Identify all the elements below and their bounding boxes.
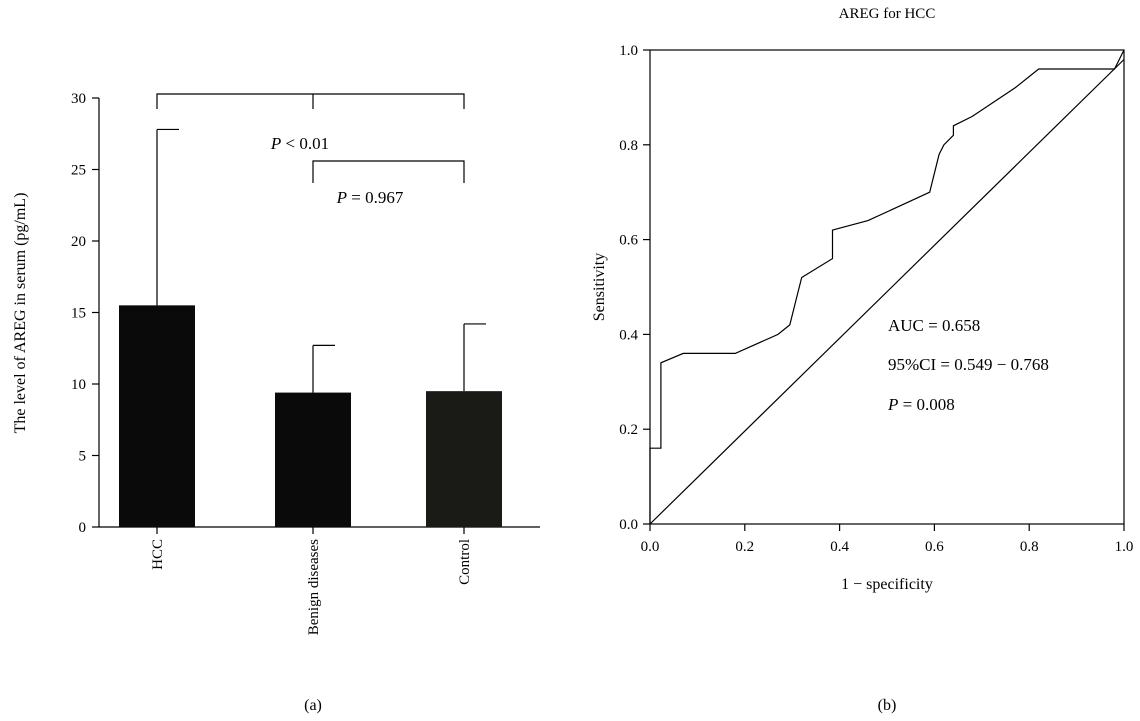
y-tick-label: 0.6	[619, 233, 638, 249]
roc-curve	[649, 49, 1125, 524]
y-tick-label: 15	[71, 306, 86, 322]
p-value-annotation: P = 0.967	[336, 188, 404, 207]
y-tick-label: 20	[71, 234, 86, 250]
x-tick-label: 0.4	[830, 539, 849, 555]
panel-b-title: AREG for HCC	[839, 6, 936, 22]
x-tick-label: 0.0	[641, 539, 660, 555]
panel-a-ylabel: The level of AREG in serum (pg/mL)	[12, 193, 29, 434]
bar	[426, 391, 502, 527]
panel-a-label: (a)	[304, 697, 322, 714]
panel-b-xlabel: 1 − specificity	[841, 576, 933, 593]
panel-b-ylabel: Sensitivity	[591, 253, 608, 321]
bar	[119, 305, 195, 527]
ci-annotation: 95%CI = 0.549 − 0.768	[888, 355, 1049, 374]
y-tick-label: 0.8	[619, 138, 638, 154]
significance-bracket	[312, 160, 465, 183]
x-tick-label: 0.6	[925, 539, 944, 555]
x-tick-label: 1.0	[1115, 539, 1134, 555]
x-tick-label: 0.2	[735, 539, 754, 555]
x-tick-label: Control	[457, 539, 473, 585]
auc-annotation: AUC = 0.658	[888, 316, 980, 335]
panel-b-label: (b)	[878, 697, 897, 714]
bar	[275, 392, 351, 527]
y-tick-label: 0.4	[619, 327, 638, 343]
x-tick-label: HCC	[150, 539, 166, 570]
y-tick-label: 0.0	[619, 517, 638, 533]
reference-line	[649, 59, 1125, 525]
y-tick-label: 0	[79, 520, 87, 536]
y-tick-label: 1.0	[619, 43, 638, 59]
y-tick-label: 25	[71, 163, 86, 179]
bar-chart-panel: The level of AREG in serum (pg/mL) 0 5 10 1…	[12, 91, 540, 714]
y-tick-label: 30	[71, 91, 86, 107]
x-tick-label: 0.8	[1020, 539, 1039, 555]
y-tick-label: 10	[71, 377, 86, 393]
panel-b-plot-frame	[649, 49, 1125, 525]
significance-bracket	[156, 93, 465, 109]
y-tick-label: 0.2	[619, 422, 638, 438]
x-tick-label: Benign diseases	[306, 539, 322, 635]
p-value-annotation: P = 0.008	[887, 395, 955, 414]
roc-chart-panel: AREG for HCC Sensitivity 1 − specificity…	[591, 6, 1133, 714]
p-value-annotation: P < 0.01	[270, 134, 329, 153]
y-tick-label: 5	[79, 449, 87, 465]
